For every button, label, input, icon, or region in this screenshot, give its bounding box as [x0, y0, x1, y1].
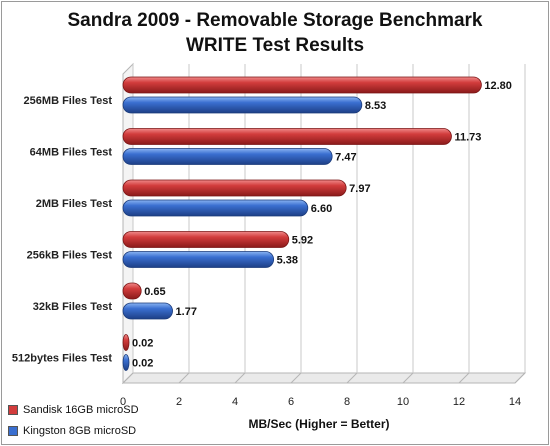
- x-tick-label: 12: [453, 396, 465, 408]
- chart-subtitle: WRITE Test Results: [185, 35, 365, 56]
- legend-swatch-sandisk: [8, 405, 18, 415]
- data-label: 0.02: [132, 338, 153, 350]
- bar: [122, 334, 130, 351]
- category-label: 32kB Files Test: [33, 301, 113, 313]
- bar: [122, 128, 452, 145]
- bar: [122, 148, 333, 165]
- bar: [122, 302, 173, 320]
- bar: [122, 354, 130, 371]
- gridline-floor: [234, 372, 246, 384]
- legend-item-sandisk: Sandisk 16GB microSD: [8, 404, 139, 416]
- legend-swatch-kingston: [8, 426, 18, 436]
- x-tick-label: 6: [288, 396, 294, 408]
- bar: [122, 282, 142, 300]
- gridline-floor: [178, 372, 190, 384]
- data-label: 6.60: [311, 203, 332, 215]
- x-tick-label: 14: [509, 396, 521, 408]
- category-label: 2MB Files Test: [36, 198, 113, 210]
- data-label: 7.97: [349, 183, 370, 195]
- data-label: 5.38: [277, 255, 298, 267]
- x-tick-label: 10: [397, 396, 409, 408]
- x-tick-label: 2: [176, 396, 182, 408]
- data-label: 7.47: [335, 152, 356, 164]
- legend-label-sandisk: Sandisk 16GB microSD: [23, 404, 139, 416]
- bar: [122, 76, 482, 94]
- gridline-floor: [346, 372, 358, 384]
- category-label: 256MB Files Test: [24, 95, 113, 107]
- data-label: 8.53: [365, 100, 386, 112]
- data-label: 1.77: [176, 306, 197, 318]
- data-label: 11.73: [454, 132, 481, 144]
- gridline-floor: [122, 372, 134, 384]
- bar: [122, 96, 363, 114]
- bar: [122, 251, 275, 268]
- x-tick-label: 0: [120, 396, 126, 408]
- x-tick-label: 8: [344, 396, 350, 408]
- x-axis-title: MB/Sec (Higher = Better): [248, 417, 389, 431]
- gridline-floor: [402, 372, 414, 384]
- bar: [122, 231, 290, 248]
- data-label: 0.65: [144, 286, 165, 298]
- gridline-floor: [514, 372, 526, 384]
- category-label: 64MB Files Test: [30, 146, 113, 158]
- data-label: 0.02: [132, 358, 153, 370]
- gridline-floor: [290, 372, 302, 384]
- data-label: 5.92: [292, 235, 313, 247]
- bar: [122, 199, 309, 217]
- gridline-floor: [458, 372, 470, 384]
- legend-label-kingston: Kingston 8GB microSD: [23, 425, 137, 437]
- category-label: 256kB Files Test: [27, 249, 113, 261]
- bar: [122, 179, 347, 197]
- legend-item-kingston: Kingston 8GB microSD: [8, 425, 136, 437]
- data-label: 12.80: [484, 80, 512, 92]
- category-label: 512bytes Files Test: [12, 352, 112, 364]
- x-tick-label: 4: [232, 396, 238, 408]
- chart-title: Sandra 2009 - Removable Storage Benchmar…: [67, 10, 483, 31]
